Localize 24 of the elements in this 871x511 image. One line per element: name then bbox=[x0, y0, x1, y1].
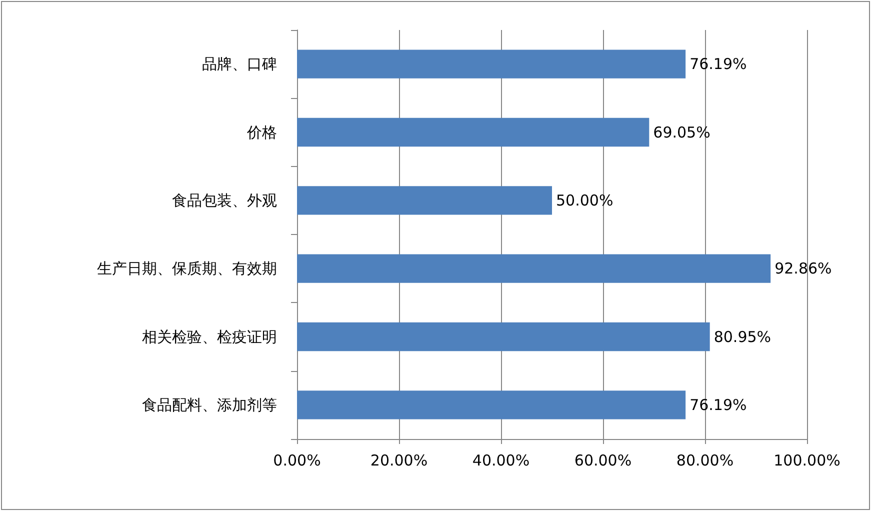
x-tick-label: 40.00% bbox=[472, 452, 530, 470]
x-tick-label: 80.00% bbox=[676, 452, 734, 470]
x-tick-label: 100.00% bbox=[774, 452, 840, 470]
y-tick-label: 食品包装、外观 bbox=[172, 191, 277, 210]
y-tick-label: 品牌、口碑 bbox=[202, 55, 277, 74]
data-label: 92.86% bbox=[774, 260, 832, 278]
data-label: 69.05% bbox=[653, 123, 710, 142]
data-label: 80.95% bbox=[714, 328, 772, 346]
data-label: 50.00% bbox=[556, 191, 614, 210]
bar bbox=[297, 390, 686, 420]
y-tick-label: 相关检验、检疫证明 bbox=[142, 328, 277, 346]
y-tick-label: 食品配料、添加剂等 bbox=[142, 396, 277, 414]
y-tick-label: 生产日期、保质期、有效期 bbox=[97, 260, 277, 278]
bar bbox=[297, 186, 552, 215]
data-label: 76.19% bbox=[690, 396, 747, 414]
bar bbox=[297, 50, 686, 78]
data-label: 76.19% bbox=[690, 55, 747, 74]
x-tick-label: 0.00% bbox=[273, 452, 321, 470]
bar bbox=[297, 118, 650, 147]
bar bbox=[297, 254, 771, 283]
x-tick-label: 20.00% bbox=[370, 452, 428, 470]
x-tick-label: 60.00% bbox=[574, 452, 632, 470]
y-tick-label: 价格 bbox=[246, 123, 277, 142]
bar bbox=[297, 322, 710, 352]
